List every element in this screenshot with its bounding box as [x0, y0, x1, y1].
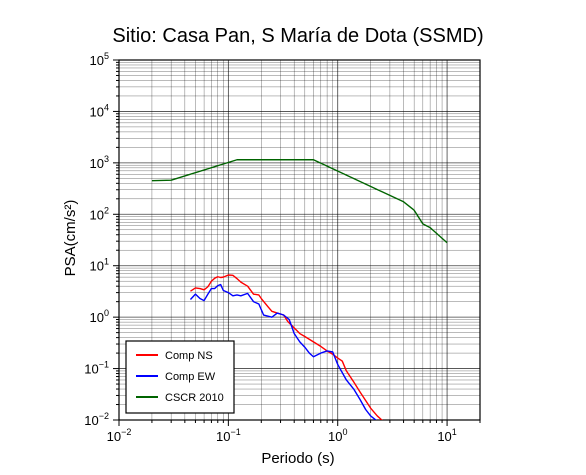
x-tick-labels: 10−2 10−1 100 101 [107, 427, 457, 444]
x-tick-label: 100 [328, 427, 347, 444]
y-tick-label: 101 [90, 257, 109, 274]
legend-label-cscr-2010: CSCR 2010 [165, 392, 224, 404]
series-line-comp-ns [190, 274, 383, 420]
x-axis-label: Periodo (s) [261, 450, 334, 467]
y-tick-label: 103 [90, 154, 109, 171]
y-tick-label: 105 [90, 51, 109, 68]
axis-ticks [113, 59, 481, 426]
legend-label-comp-ew: Comp EW [165, 371, 216, 383]
grid [118, 59, 481, 421]
plot-area [118, 59, 481, 421]
series-lines [151, 159, 448, 420]
y-axis-label: PSA(cm/s²) [62, 200, 79, 277]
y-tick-label: 102 [90, 205, 109, 222]
series-line-comp-ew [189, 283, 377, 420]
chart-title: Sitio: Casa Pan, S María de Dota (SSMD) [112, 25, 483, 47]
y-tick-label: 100 [90, 308, 109, 325]
x-tick-label: 101 [437, 427, 456, 444]
series-line-cscr-2010 [151, 159, 448, 244]
x-tick-label: 10−1 [216, 427, 241, 444]
x-tick-label: 10−2 [107, 427, 132, 444]
y-tick-label: 10−1 [84, 360, 109, 377]
y-tick-label: 104 [90, 102, 109, 119]
legend: Comp NS Comp EW CSCR 2010 [125, 340, 235, 414]
plot-frame [118, 59, 481, 421]
y-tick-label: 10−2 [84, 411, 109, 428]
legend-label-comp-ns: Comp NS [165, 350, 213, 362]
y-tick-labels: 10−2 10−1 100 101 102 103 104 105 [84, 51, 109, 428]
